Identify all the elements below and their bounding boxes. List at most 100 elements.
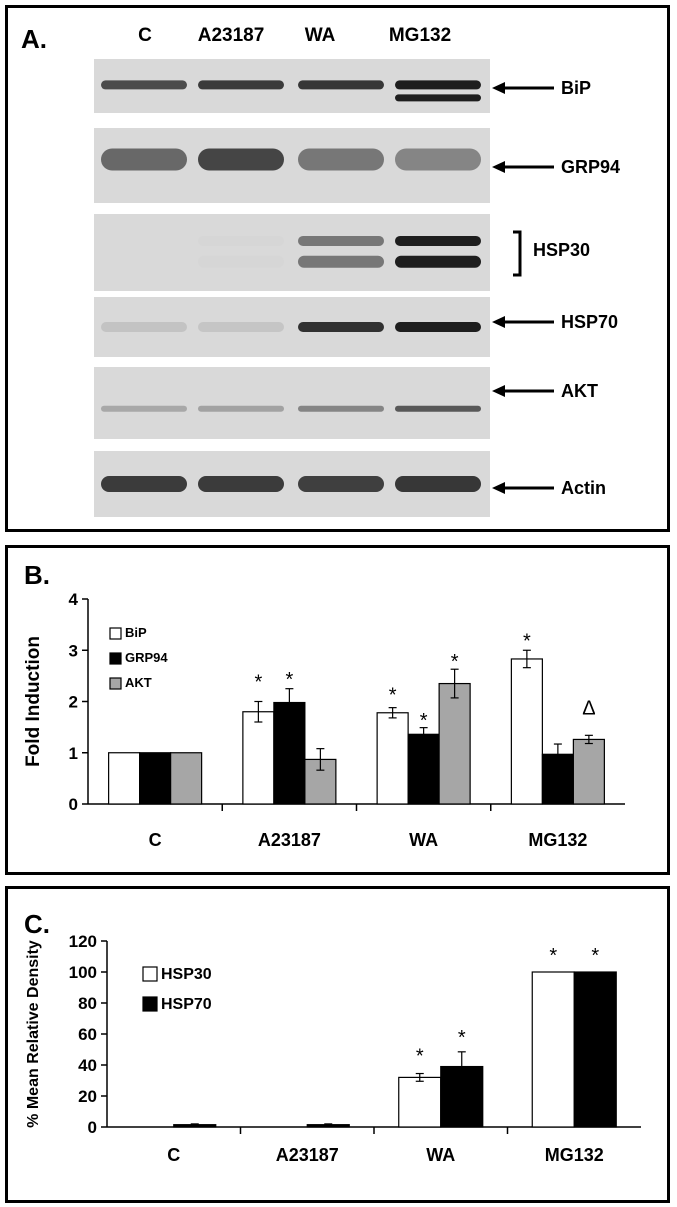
band-bip-wa xyxy=(298,80,384,90)
y-tick-label: 3 xyxy=(69,641,78,660)
band-bip-mg132 xyxy=(395,80,481,90)
arrow-left-icon xyxy=(492,482,554,494)
y-tick-label: 20 xyxy=(78,1087,97,1106)
x-tick-label-a23187: A23187 xyxy=(276,1145,339,1165)
band-hsp70-mg132 xyxy=(395,322,481,332)
legend-swatch xyxy=(109,677,122,690)
legend-item-bip: BiP xyxy=(109,625,147,640)
bar-hsp70-mg132 xyxy=(573,971,617,1128)
band-grp94-c xyxy=(101,148,187,171)
band-hsp30-a23187 xyxy=(198,235,284,246)
bar-grp94-wa xyxy=(407,733,440,805)
bar-akt-mg132 xyxy=(572,738,605,805)
x-tick-label-wa: WA xyxy=(409,830,438,850)
significance-mark: Δ xyxy=(582,697,595,719)
band-bip-a23187 xyxy=(198,80,284,90)
blot-strip-background xyxy=(94,214,490,291)
protein-label-actin: Actin xyxy=(561,478,606,498)
band-akt-c xyxy=(101,405,187,412)
x-tick-label-c: C xyxy=(149,830,162,850)
protein-label-hsp70: HSP70 xyxy=(561,312,618,332)
bar-bip-c xyxy=(108,752,141,805)
y-tick-label: 80 xyxy=(78,994,97,1013)
arrow-left-icon xyxy=(492,316,554,328)
band-grp94-a23187 xyxy=(198,148,284,171)
band-hsp30-a23187 xyxy=(198,255,284,268)
y-tick-label: 4 xyxy=(69,590,79,609)
bar-akt-c xyxy=(170,752,203,805)
fold-induction-panel: B. Fold Induction 0 1 2 3 4 C A23187 WA MG132 * * * * *… xyxy=(5,545,670,875)
y-tick-label: 0 xyxy=(69,795,78,814)
error-bar-hsp70-wa xyxy=(457,1051,466,1082)
y-axis-title: Fold Induction xyxy=(23,636,44,767)
blot-figure: A. C A23187 WA MG132 BiP GRP94 HSP30 HSP70 AKT A… xyxy=(21,24,620,517)
legend-swatch xyxy=(109,627,122,640)
bar-grp94-a23187 xyxy=(273,701,306,805)
error-bar-bip-a23187 xyxy=(254,700,263,723)
band-actin-c xyxy=(101,476,187,492)
error-bar-grp94-wa xyxy=(419,727,428,742)
band-hsp30-wa xyxy=(298,235,384,246)
error-bar-grp94-mg132 xyxy=(553,743,562,766)
band-hsp30-wa xyxy=(298,255,384,268)
bar-akt-wa xyxy=(438,682,471,805)
band-hsp70-c xyxy=(101,322,187,332)
error-bar-akt-wa xyxy=(450,668,459,699)
x-tick-label-mg132: MG132 xyxy=(545,1145,604,1165)
band-hsp70-a23187 xyxy=(198,322,284,332)
y-axis-title: % Mean Relative Density xyxy=(25,940,42,1128)
error-bar-hsp70-a23187 xyxy=(324,1123,333,1127)
y-tick-label: 100 xyxy=(69,963,97,982)
legend-item-grp94: GRP94 xyxy=(109,650,168,665)
bar-bip-wa xyxy=(376,712,409,805)
lane-label-wa: WA xyxy=(305,25,336,46)
y-tick-label: 60 xyxy=(78,1025,97,1044)
error-bar-grp94-a23187 xyxy=(285,688,294,717)
hsp30-bracket-icon xyxy=(513,230,522,277)
y-tick-label: 2 xyxy=(69,693,78,712)
band-akt-wa xyxy=(298,405,384,412)
bar-grp94-c xyxy=(139,752,172,805)
y-tick-label: 0 xyxy=(88,1118,97,1137)
band-hsp30-mg132 xyxy=(395,235,481,246)
significance-mark: * xyxy=(416,1046,424,1068)
band-grp94-wa xyxy=(298,148,384,171)
legend-label: GRP94 xyxy=(125,650,168,665)
legend-label: HSP30 xyxy=(161,966,212,983)
error-bar-hsp30-wa xyxy=(415,1072,424,1082)
arrow-left-icon xyxy=(492,161,554,173)
lane-label-mg132: MG132 xyxy=(389,25,451,46)
band-hsp30-mg132 xyxy=(395,255,481,268)
protein-label-akt: AKT xyxy=(561,381,598,401)
lane-label-c: C xyxy=(138,25,152,46)
protein-label-grp94: GRP94 xyxy=(561,157,620,177)
significance-mark: * xyxy=(591,945,599,967)
fold-induction-chart: B. Fold Induction 0 1 2 3 4 C A23187 WA MG132 * * * * *… xyxy=(23,560,625,850)
blot-strip-background xyxy=(94,367,490,439)
significance-mark: * xyxy=(458,1027,466,1049)
blot-strip-akt xyxy=(94,367,490,439)
band-akt-mg132 xyxy=(395,405,481,412)
blot-strip-grp94 xyxy=(94,128,490,203)
relative-density-panel: C.% Mean Relative Density 0 20 40 60 80 100 120… xyxy=(5,886,670,1203)
panel-label-b: B. xyxy=(24,560,50,590)
band-actin-a23187 xyxy=(198,476,284,492)
x-tick-label-mg132: MG132 xyxy=(528,830,587,850)
error-bar-hsp70-c xyxy=(190,1123,199,1127)
arrow-left-icon xyxy=(492,385,554,397)
legend-label: AKT xyxy=(125,675,152,690)
legend-swatch xyxy=(142,966,158,982)
x-tick-label-wa: WA xyxy=(426,1145,455,1165)
relative-density-chart: C.% Mean Relative Density 0 20 40 60 80 100 120… xyxy=(24,909,641,1165)
legend-swatch xyxy=(142,996,158,1012)
band-actin-wa xyxy=(298,476,384,492)
band-grp94-mg132 xyxy=(395,148,481,171)
significance-mark: * xyxy=(451,651,459,673)
panel-label-a: A. xyxy=(21,24,47,54)
legend-label: HSP70 xyxy=(161,996,212,1013)
blot-strip-bip xyxy=(94,59,490,113)
protein-label-hsp30: HSP30 xyxy=(533,240,590,260)
significance-mark: * xyxy=(254,671,262,693)
bar-bip-a23187 xyxy=(242,711,275,805)
band-bip-c xyxy=(101,80,187,90)
